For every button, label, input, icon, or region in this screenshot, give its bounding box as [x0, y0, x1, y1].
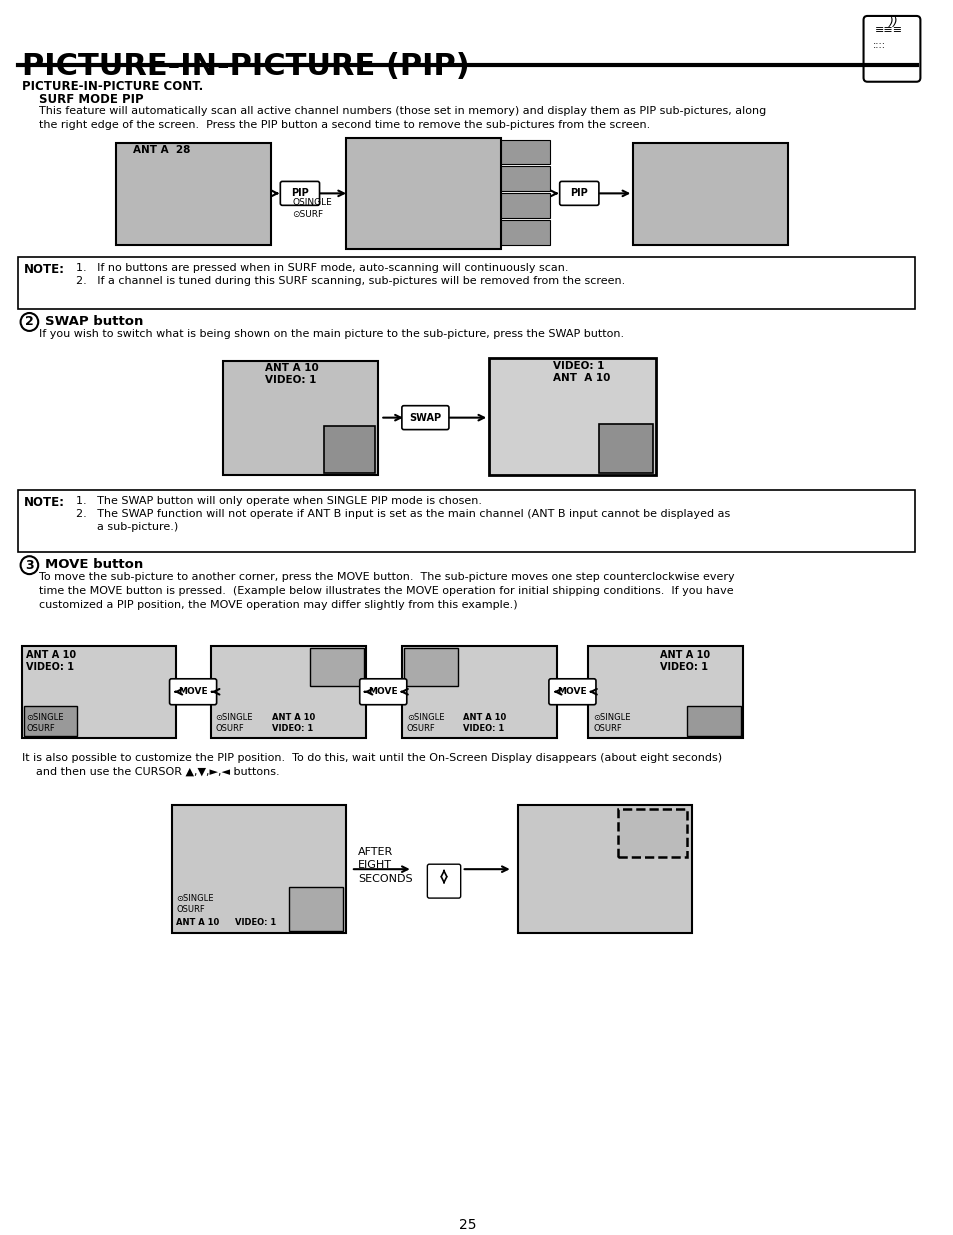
Text: ANT  A 10: ANT A 10: [552, 373, 610, 383]
Bar: [172, 805, 346, 932]
Bar: [403, 648, 457, 685]
FancyBboxPatch shape: [170, 679, 216, 705]
Text: ANT A 10: ANT A 10: [27, 650, 76, 659]
Text: PIP: PIP: [570, 189, 588, 199]
Circle shape: [21, 312, 38, 331]
Text: VIDEO: 1: VIDEO: 1: [264, 374, 315, 385]
Text: OSURF: OSURF: [593, 724, 621, 732]
Bar: [618, 809, 686, 857]
Text: ANT A 10: ANT A 10: [659, 650, 709, 659]
Bar: [22, 646, 176, 737]
FancyBboxPatch shape: [280, 182, 319, 205]
Bar: [500, 220, 549, 246]
Text: ⊙SINGLE: ⊙SINGLE: [593, 713, 630, 721]
Text: 25: 25: [458, 1218, 476, 1233]
Text: OSURF: OSURF: [176, 905, 205, 914]
Text: 2.   If a channel is tuned during this SURF scanning, sub-pictures will be remov: 2. If a channel is tuned during this SUR…: [76, 277, 625, 287]
Bar: [324, 426, 375, 473]
Text: ⊙SINGLE: ⊙SINGLE: [176, 894, 213, 903]
Bar: [500, 194, 549, 219]
Bar: [489, 358, 655, 475]
Bar: [17, 490, 915, 552]
FancyBboxPatch shape: [559, 182, 598, 205]
Text: VIDEO: 1: VIDEO: 1: [235, 918, 276, 927]
Text: NOTE:: NOTE:: [24, 496, 65, 509]
Bar: [223, 361, 378, 475]
Text: 1.   If no buttons are pressed when in SURF mode, auto-scanning will continuousl: 1. If no buttons are pressed when in SUR…: [76, 263, 568, 273]
Text: ANT A 10: ANT A 10: [272, 713, 314, 721]
Text: SWAP button: SWAP button: [45, 315, 143, 329]
Text: VIDEO: 1: VIDEO: 1: [272, 724, 313, 732]
Text: 2.   The SWAP function will not operate if ANT B input is set as the main channe: 2. The SWAP function will not operate if…: [76, 509, 730, 520]
Text: ::::: ::::: [872, 40, 885, 49]
Text: To move the sub-picture to another corner, press the MOVE button.  The sub-pictu: To move the sub-picture to another corne…: [39, 572, 734, 610]
Text: If you wish to switch what is being shown on the main picture to the sub-picture: If you wish to switch what is being show…: [39, 329, 623, 338]
Text: PICTURE-IN-PICTURE (PIP): PICTURE-IN-PICTURE (PIP): [22, 52, 469, 80]
Bar: [517, 805, 691, 932]
Bar: [24, 705, 77, 736]
Text: VIDEO: 1: VIDEO: 1: [27, 662, 74, 672]
Text: OSURF: OSURF: [215, 724, 244, 732]
Bar: [587, 646, 742, 737]
Bar: [500, 167, 549, 191]
Text: VIDEO: 1: VIDEO: 1: [462, 724, 503, 732]
Bar: [686, 705, 740, 736]
Text: MOVE: MOVE: [178, 687, 208, 697]
Text: 3: 3: [25, 558, 33, 572]
Bar: [500, 140, 549, 164]
Text: a sub-picture.): a sub-picture.): [76, 522, 178, 532]
Text: ANT A  28: ANT A 28: [133, 144, 191, 154]
Text: VIDEO: 1: VIDEO: 1: [552, 361, 603, 370]
Bar: [346, 137, 500, 249]
Text: ⊙SINGLE: ⊙SINGLE: [27, 713, 64, 721]
Text: )): )): [888, 16, 898, 28]
Text: OSURF: OSURF: [406, 724, 436, 732]
Text: MOVE: MOVE: [368, 687, 397, 697]
Bar: [598, 424, 652, 473]
Text: It is also possible to customize the PIP position.  To do this, wait until the O: It is also possible to customize the PIP…: [22, 752, 720, 777]
Text: ≡≡≡: ≡≡≡: [875, 25, 902, 35]
Text: OSURF: OSURF: [27, 724, 55, 732]
Text: ANT A 10: ANT A 10: [176, 918, 219, 927]
Text: 2: 2: [25, 315, 33, 329]
Text: VIDEO: 1: VIDEO: 1: [659, 662, 707, 672]
Text: ⊙SINGLE: ⊙SINGLE: [215, 713, 253, 721]
Text: ANT A 10: ANT A 10: [462, 713, 505, 721]
Text: PICTURE-IN-PICTURE CONT.: PICTURE-IN-PICTURE CONT.: [22, 80, 203, 93]
Circle shape: [21, 556, 38, 574]
Text: ANT A 10: ANT A 10: [264, 363, 318, 373]
Text: ⊙SINGLE: ⊙SINGLE: [406, 713, 444, 721]
Bar: [633, 142, 787, 246]
Bar: [211, 646, 365, 737]
Text: MOVE: MOVE: [558, 687, 587, 697]
Text: AFTER
EIGHT
SECONDS: AFTER EIGHT SECONDS: [357, 847, 412, 884]
Text: SURF MODE PIP: SURF MODE PIP: [39, 93, 144, 106]
FancyBboxPatch shape: [359, 679, 406, 705]
FancyBboxPatch shape: [548, 679, 596, 705]
Bar: [115, 142, 271, 246]
FancyBboxPatch shape: [427, 864, 460, 898]
FancyBboxPatch shape: [401, 405, 449, 430]
Text: NOTE:: NOTE:: [24, 263, 65, 277]
Text: 1.   The SWAP button will only operate when SINGLE PIP mode is chosen.: 1. The SWAP button will only operate whe…: [76, 496, 482, 506]
Text: OSINGLE: OSINGLE: [292, 199, 332, 207]
FancyBboxPatch shape: [862, 16, 920, 82]
Text: MOVE button: MOVE button: [45, 558, 143, 572]
Text: PIP: PIP: [291, 189, 309, 199]
Bar: [17, 257, 915, 309]
Text: This feature will automatically scan all active channel numbers (those set in me: This feature will automatically scan all…: [39, 106, 765, 130]
Bar: [310, 648, 363, 685]
Text: SWAP: SWAP: [409, 412, 441, 422]
Text: ⊙SURF: ⊙SURF: [292, 210, 323, 220]
Bar: [289, 887, 343, 931]
Bar: [401, 646, 557, 737]
